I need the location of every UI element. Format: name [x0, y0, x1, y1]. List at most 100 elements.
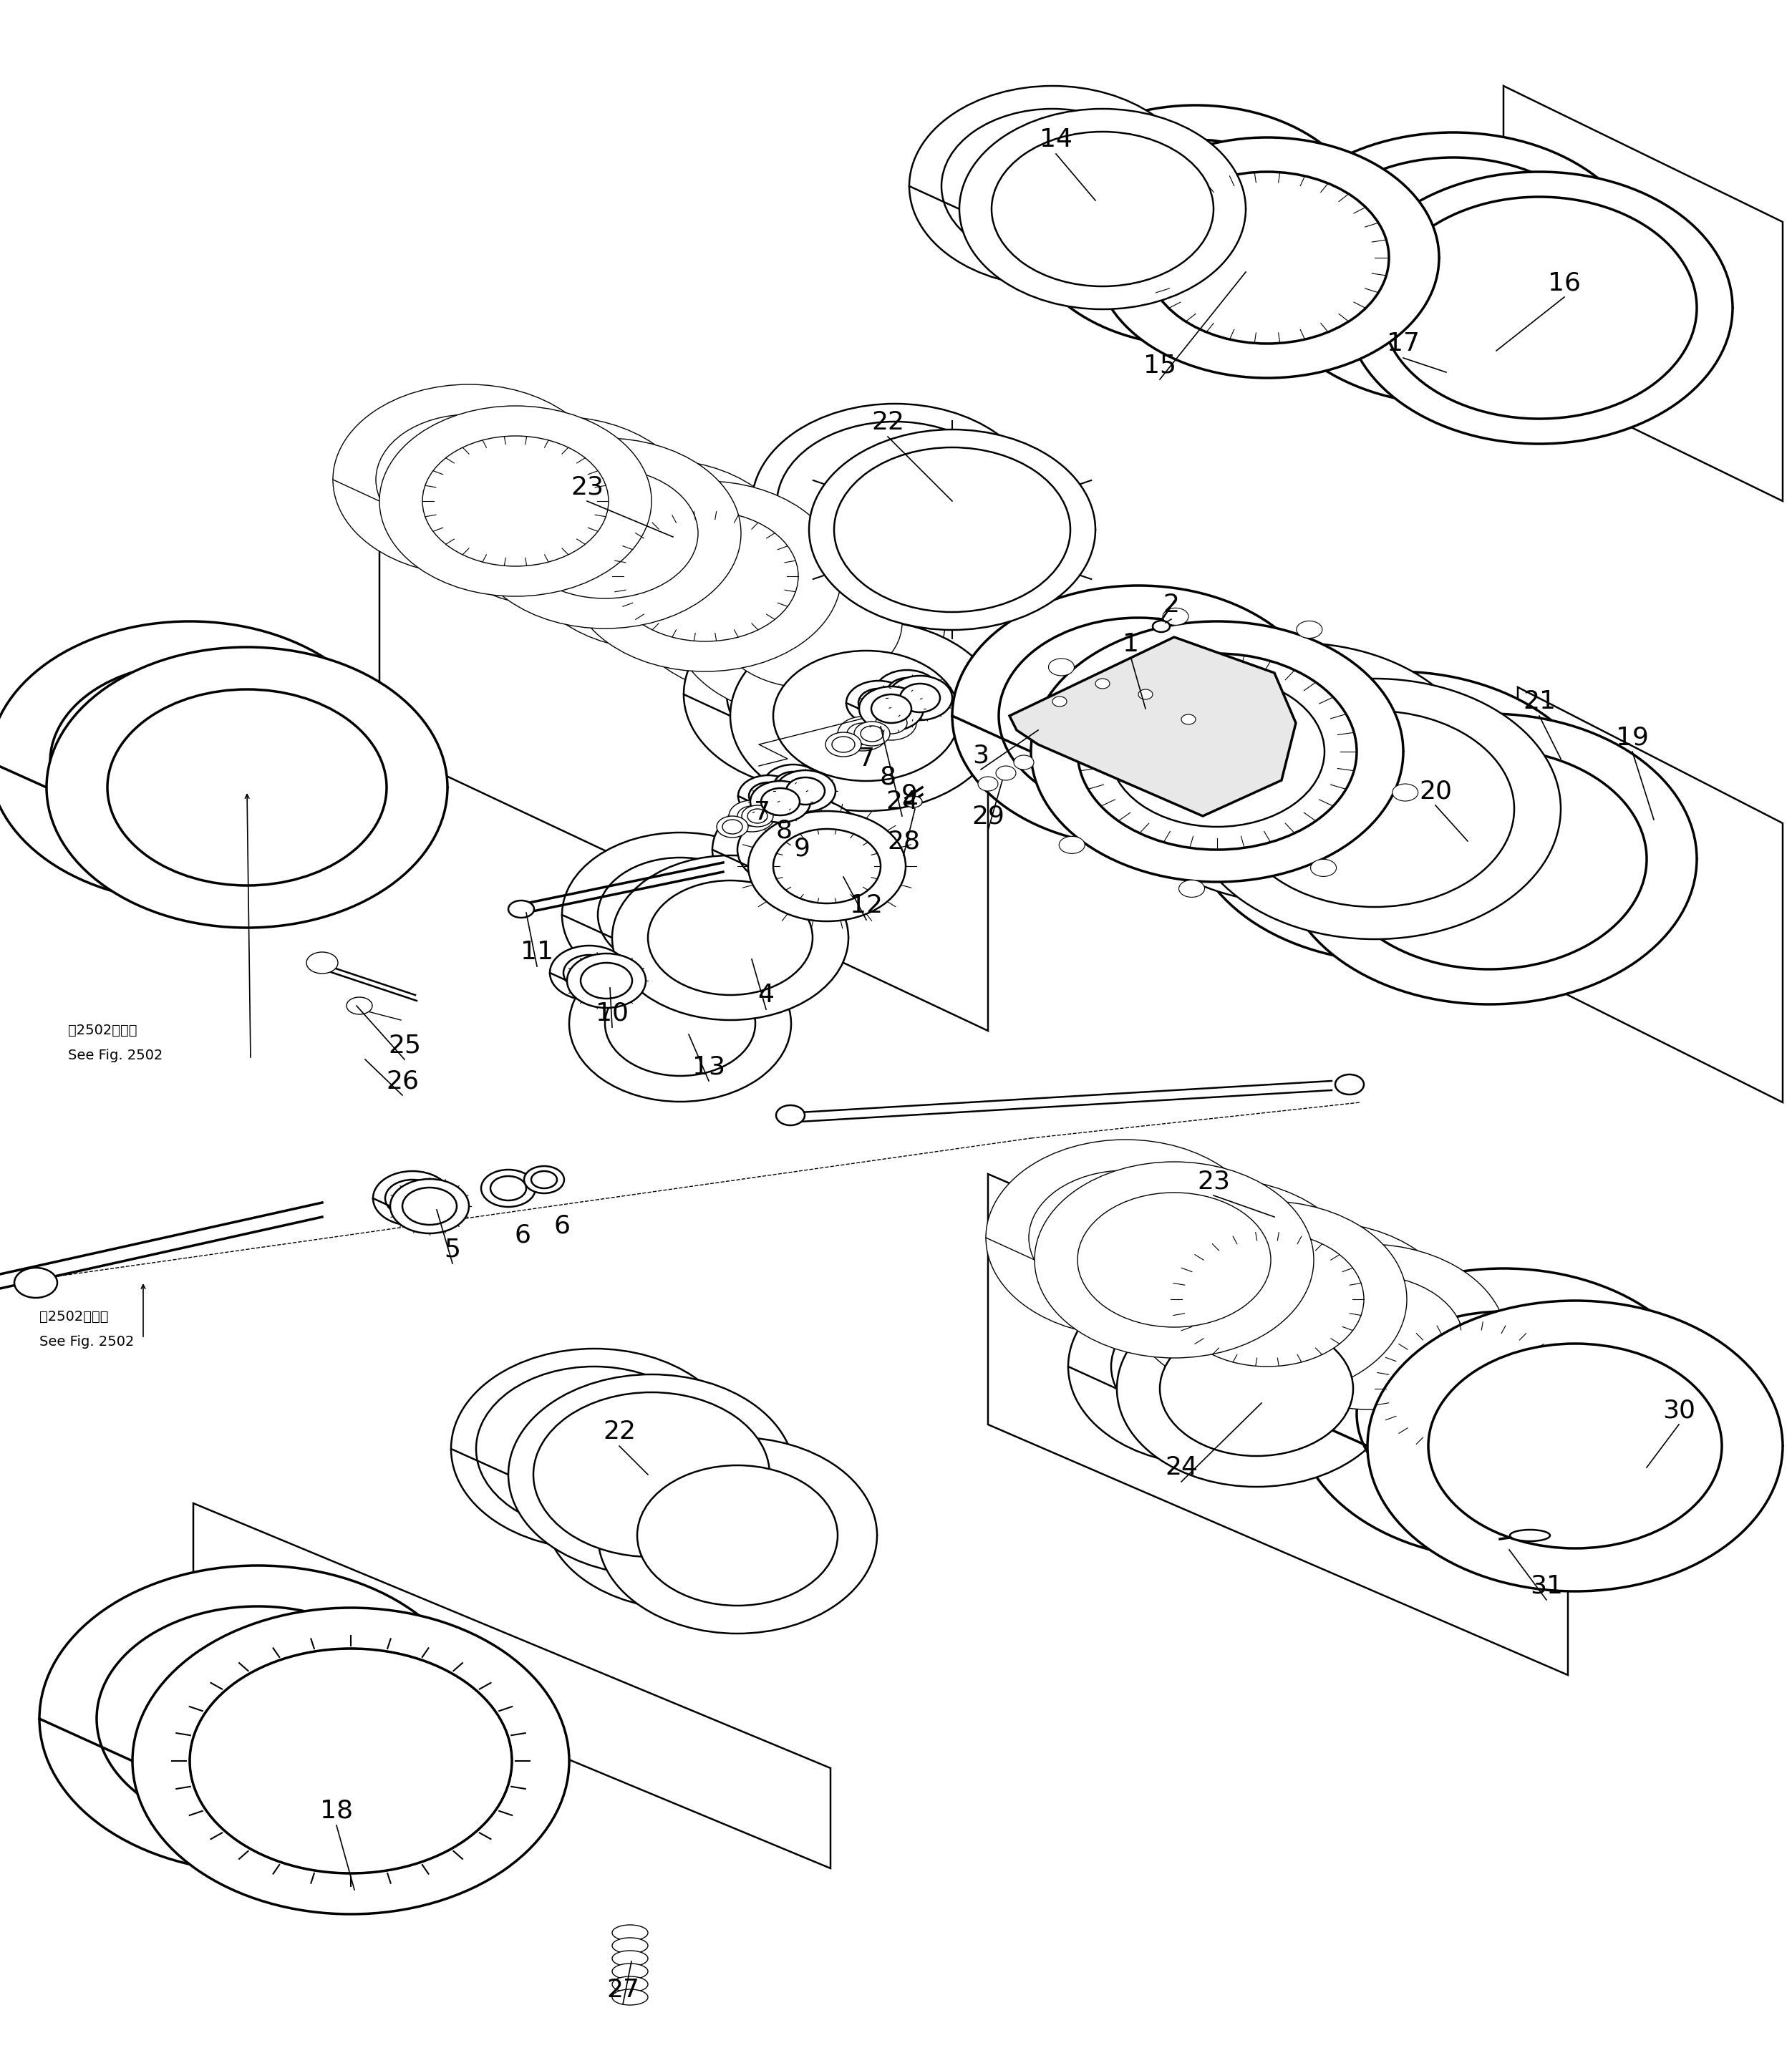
- Text: 6: 6: [554, 1212, 570, 1237]
- Text: 23: 23: [1197, 1169, 1229, 1194]
- Ellipse shape: [1127, 1202, 1407, 1397]
- Ellipse shape: [491, 1176, 527, 1200]
- Text: 31: 31: [1530, 1573, 1563, 1597]
- Ellipse shape: [1138, 690, 1152, 698]
- Ellipse shape: [1357, 1311, 1650, 1516]
- Ellipse shape: [749, 782, 787, 809]
- Ellipse shape: [423, 436, 609, 565]
- Ellipse shape: [717, 815, 747, 838]
- Text: 9: 9: [901, 782, 918, 807]
- Ellipse shape: [717, 557, 901, 688]
- Ellipse shape: [900, 684, 941, 713]
- Ellipse shape: [545, 1413, 823, 1610]
- Ellipse shape: [452, 1350, 738, 1548]
- Ellipse shape: [613, 512, 797, 641]
- Text: 第2502図参照: 第2502図参照: [68, 1024, 138, 1036]
- Ellipse shape: [731, 621, 1002, 811]
- Ellipse shape: [563, 954, 615, 991]
- Ellipse shape: [47, 647, 448, 928]
- Ellipse shape: [1145, 172, 1389, 344]
- Ellipse shape: [423, 416, 695, 606]
- Ellipse shape: [649, 881, 812, 995]
- Ellipse shape: [874, 670, 939, 715]
- Ellipse shape: [1014, 756, 1034, 770]
- Ellipse shape: [570, 481, 840, 672]
- Ellipse shape: [998, 618, 1278, 813]
- Polygon shape: [194, 1503, 830, 1868]
- Ellipse shape: [566, 954, 645, 1008]
- Ellipse shape: [1030, 621, 1403, 883]
- Ellipse shape: [1023, 104, 1367, 346]
- Ellipse shape: [373, 1171, 452, 1225]
- Text: 11: 11: [520, 940, 554, 965]
- Ellipse shape: [772, 651, 959, 780]
- Ellipse shape: [599, 858, 762, 973]
- Ellipse shape: [1296, 158, 1611, 379]
- Ellipse shape: [887, 678, 926, 707]
- Ellipse shape: [523, 1165, 564, 1194]
- Ellipse shape: [751, 780, 810, 823]
- Ellipse shape: [1238, 707, 1554, 928]
- Ellipse shape: [466, 446, 652, 578]
- Polygon shape: [1518, 688, 1783, 1102]
- Ellipse shape: [385, 1180, 439, 1217]
- Ellipse shape: [613, 1989, 649, 2005]
- Text: 17: 17: [1387, 332, 1419, 356]
- Ellipse shape: [1428, 1343, 1722, 1548]
- Ellipse shape: [534, 1393, 769, 1556]
- Ellipse shape: [613, 1925, 649, 1942]
- Ellipse shape: [509, 901, 534, 918]
- Ellipse shape: [550, 946, 629, 999]
- Text: 18: 18: [321, 1798, 353, 1823]
- Ellipse shape: [991, 131, 1213, 287]
- Ellipse shape: [837, 717, 887, 752]
- Ellipse shape: [909, 86, 1195, 287]
- Ellipse shape: [627, 506, 898, 696]
- Text: 21: 21: [1523, 690, 1555, 713]
- Ellipse shape: [747, 811, 905, 922]
- Ellipse shape: [513, 469, 699, 598]
- Text: 10: 10: [595, 1001, 629, 1026]
- Ellipse shape: [1188, 672, 1604, 963]
- Text: 23: 23: [570, 475, 604, 500]
- Ellipse shape: [380, 406, 652, 596]
- Text: 12: 12: [849, 893, 883, 918]
- Text: 3: 3: [973, 743, 989, 768]
- Ellipse shape: [858, 688, 898, 717]
- Ellipse shape: [1511, 1530, 1550, 1542]
- Ellipse shape: [613, 856, 848, 1020]
- Text: 27: 27: [606, 1978, 640, 2003]
- Ellipse shape: [1116, 1290, 1396, 1487]
- Ellipse shape: [1073, 139, 1317, 311]
- Ellipse shape: [570, 946, 790, 1102]
- Ellipse shape: [713, 795, 869, 905]
- Ellipse shape: [39, 1565, 477, 1872]
- Ellipse shape: [866, 707, 916, 739]
- Polygon shape: [1503, 86, 1783, 502]
- Ellipse shape: [774, 772, 812, 799]
- Ellipse shape: [376, 414, 563, 545]
- Ellipse shape: [1367, 1300, 1783, 1591]
- Ellipse shape: [776, 1106, 805, 1124]
- Ellipse shape: [1326, 1298, 1520, 1434]
- Ellipse shape: [306, 952, 339, 973]
- Ellipse shape: [858, 686, 923, 731]
- Ellipse shape: [738, 807, 765, 825]
- Text: 1: 1: [1124, 633, 1140, 657]
- Ellipse shape: [747, 809, 767, 823]
- Text: 20: 20: [1419, 778, 1452, 803]
- Ellipse shape: [1374, 1321, 1568, 1456]
- Ellipse shape: [509, 1374, 794, 1575]
- Ellipse shape: [584, 1442, 783, 1581]
- Polygon shape: [1009, 637, 1296, 815]
- Ellipse shape: [638, 1464, 837, 1606]
- Ellipse shape: [613, 1976, 649, 1993]
- Ellipse shape: [1163, 608, 1188, 625]
- Ellipse shape: [1159, 1321, 1353, 1456]
- Ellipse shape: [1048, 659, 1073, 676]
- Ellipse shape: [808, 430, 1095, 631]
- Ellipse shape: [1392, 784, 1417, 801]
- Ellipse shape: [1310, 860, 1337, 877]
- Ellipse shape: [722, 819, 742, 834]
- Ellipse shape: [599, 1438, 876, 1634]
